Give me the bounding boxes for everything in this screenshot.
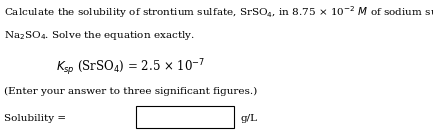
Text: $K_{sp}$ (SrSO$_4$) = 2.5 × 10$^{-7}$: $K_{sp}$ (SrSO$_4$) = 2.5 × 10$^{-7}$ bbox=[56, 57, 206, 78]
Bar bbox=[136, 106, 234, 128]
Text: (Enter your answer to three significant figures.): (Enter your answer to three significant … bbox=[4, 86, 258, 96]
Text: Solubility =: Solubility = bbox=[4, 114, 66, 123]
Text: Na$_2$SO$_4$. Solve the equation exactly.: Na$_2$SO$_4$. Solve the equation exactly… bbox=[4, 29, 195, 42]
Text: Calculate the solubility of strontium sulfate, SrSO$_4$, in 8.75 × 10$^{-2}$ $M$: Calculate the solubility of strontium su… bbox=[4, 4, 433, 20]
Text: g/L: g/L bbox=[240, 114, 257, 123]
